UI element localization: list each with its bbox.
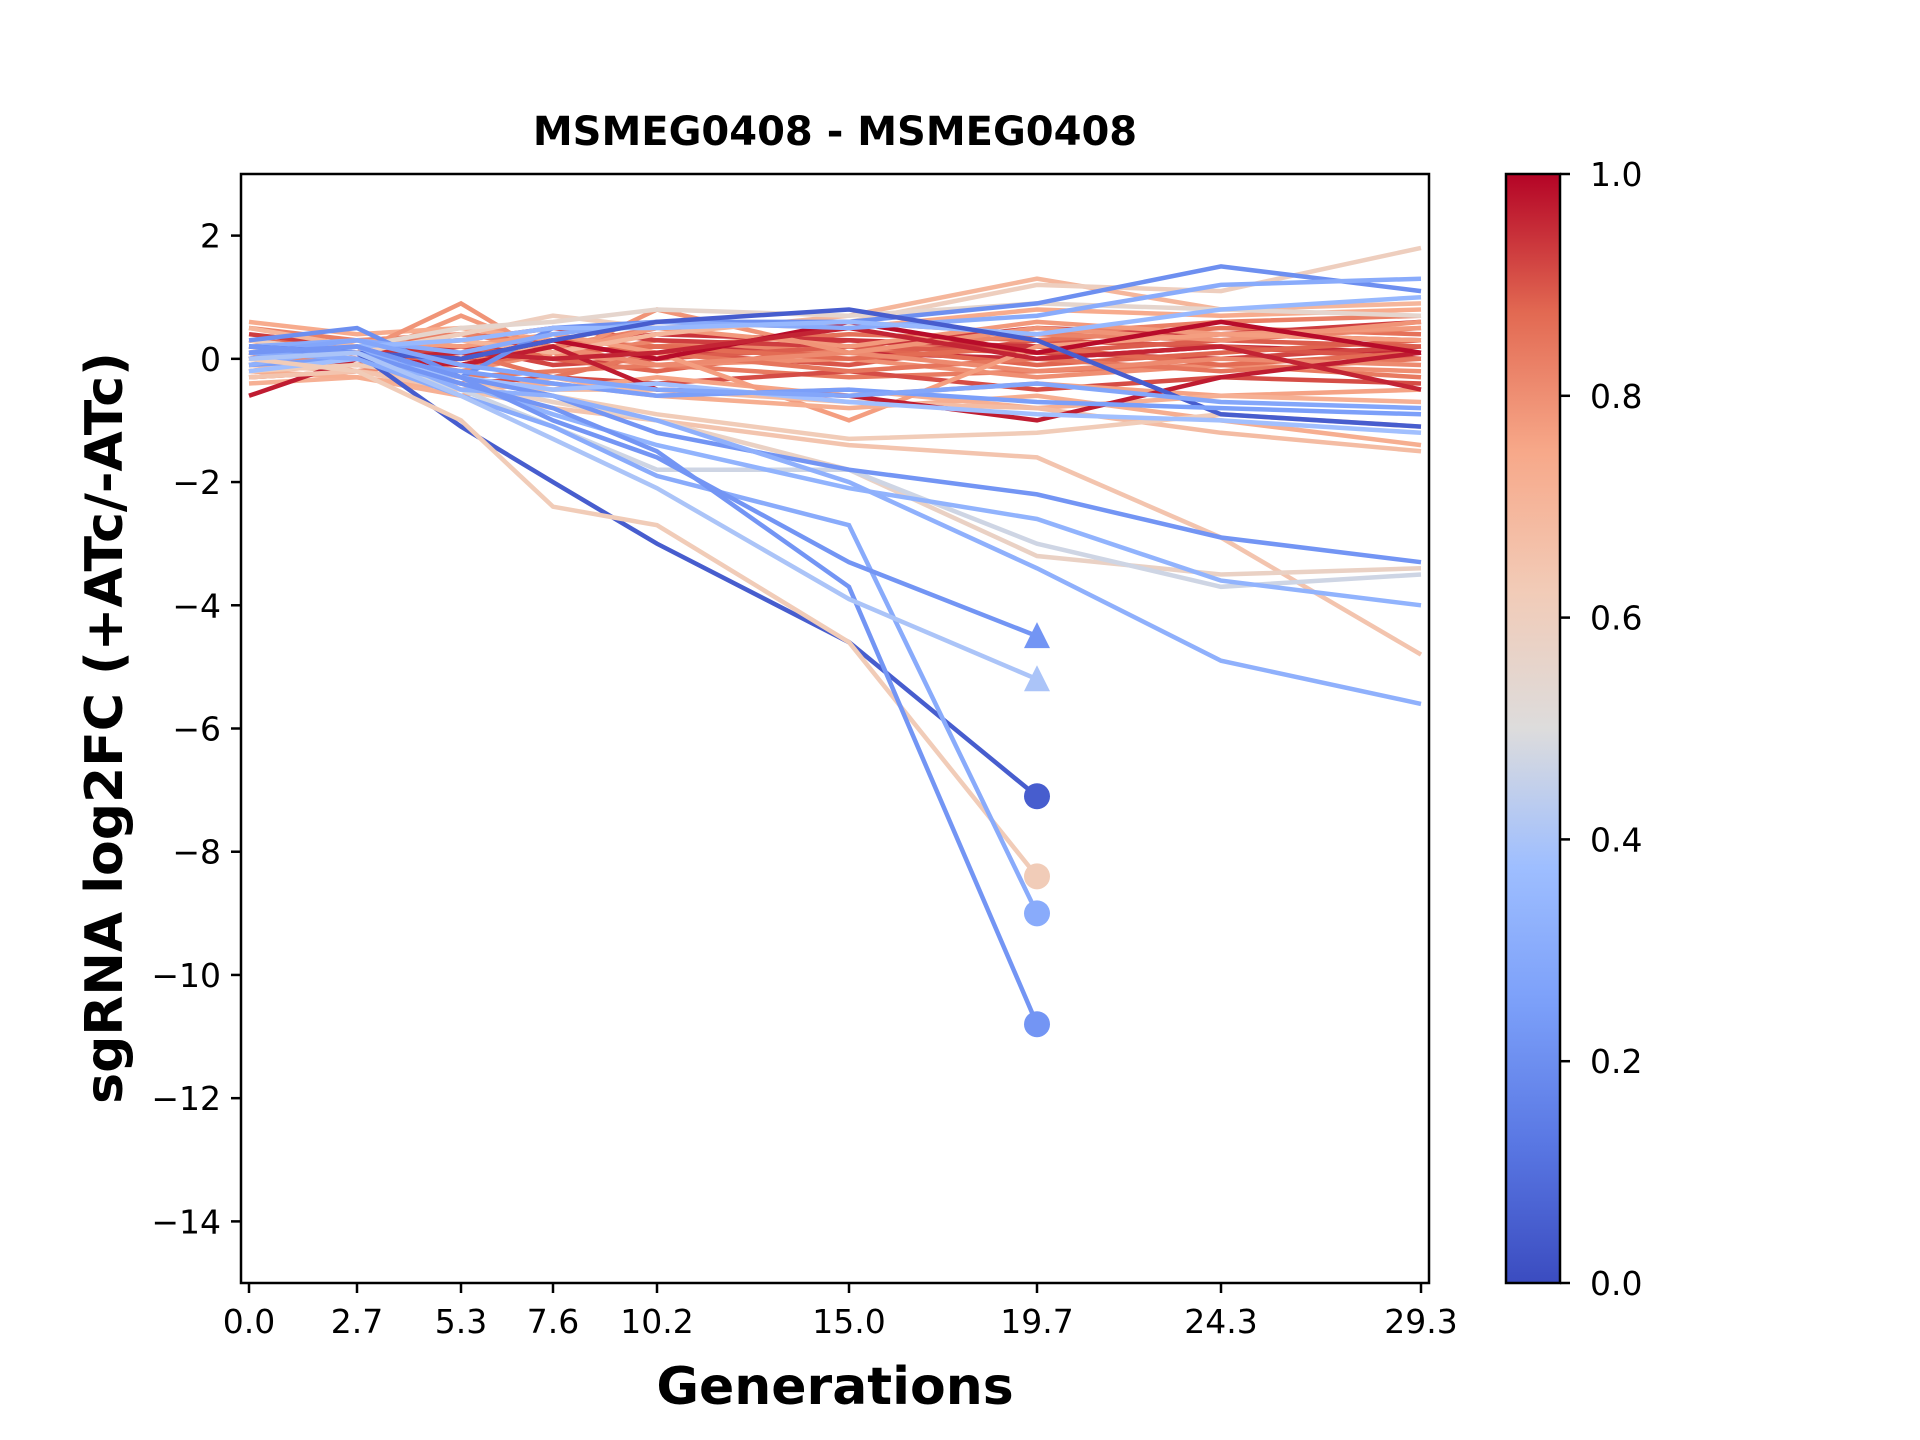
series-line	[248, 301, 1422, 355]
y-tick-label: −10	[151, 956, 221, 995]
y-tick-label: −8	[172, 833, 221, 872]
y-tick-label: 0	[200, 340, 221, 379]
series-line	[248, 356, 1039, 878]
colorbar-tick-label: 1.0	[1590, 155, 1642, 194]
colorbar-tick-label: 0.8	[1590, 377, 1642, 416]
series-line	[248, 350, 1040, 915]
series-line	[248, 344, 1038, 639]
marker-layer	[1024, 622, 1050, 1038]
endpoint-circle-marker	[1024, 900, 1050, 927]
endpoint-triangle-marker	[1024, 622, 1050, 649]
y-tick-label: −4	[172, 586, 221, 625]
series-line	[248, 338, 1422, 411]
x-tick-label: 29.3	[1384, 1302, 1457, 1341]
x-tick-label: 0.0	[223, 1302, 275, 1341]
endpoint-circle-marker	[1024, 783, 1050, 810]
colorbar: 0.0 0.2 0.4 0.6 0.8 1.0	[1504, 155, 1642, 1303]
x-tick-label: 2.7	[331, 1302, 383, 1341]
colorbar-tick-label: 0.2	[1590, 1042, 1642, 1081]
y-tick-label: −14	[151, 1202, 221, 1241]
y-axis: 2 0 −2 −4 −6 −8 −10 −12 −14	[151, 217, 241, 1241]
y-tick-label: 2	[200, 217, 221, 256]
endpoint-circle-marker	[1024, 863, 1050, 890]
colorbar-gradient	[1504, 172, 1562, 1285]
y-tick-label: −2	[172, 463, 221, 502]
y-axis-label: sgRNA log2FC (+ATc/-ATc)	[75, 352, 135, 1104]
colorbar-ticks: 0.0 0.2 0.4 0.6 0.8 1.0	[1560, 155, 1642, 1303]
x-axis-label: Generations	[656, 1357, 1013, 1417]
x-tick-label: 19.7	[1000, 1302, 1073, 1341]
y-tick-label: −6	[172, 710, 221, 749]
series-layer	[248, 245, 1423, 1026]
x-tick-label: 5.3	[435, 1302, 487, 1341]
x-axis: 0.0 2.7 5.3 7.6 10.2 15.0 19.7 24.3 29.3	[223, 1283, 1458, 1341]
series-line	[248, 294, 1422, 355]
series-line	[248, 350, 1038, 682]
x-tick-label: 15.0	[812, 1302, 885, 1341]
endpoint-circle-marker	[1024, 1011, 1050, 1038]
endpoint-triangle-marker	[1024, 665, 1050, 692]
colorbar-tick-label: 0.0	[1590, 1264, 1642, 1303]
colorbar-tick-label: 0.6	[1590, 599, 1642, 638]
x-tick-label: 24.3	[1184, 1302, 1257, 1341]
x-tick-label: 7.6	[527, 1302, 579, 1341]
colorbar-tick-label: 0.4	[1590, 820, 1642, 859]
y-tick-label: −12	[151, 1079, 221, 1118]
chart-title: MSMEG0408 - MSMEG0408	[533, 109, 1137, 155]
x-tick-label: 10.2	[620, 1302, 693, 1341]
